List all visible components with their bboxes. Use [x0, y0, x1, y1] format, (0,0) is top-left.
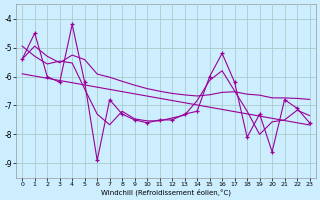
X-axis label: Windchill (Refroidissement éolien,°C): Windchill (Refroidissement éolien,°C)	[101, 188, 231, 196]
